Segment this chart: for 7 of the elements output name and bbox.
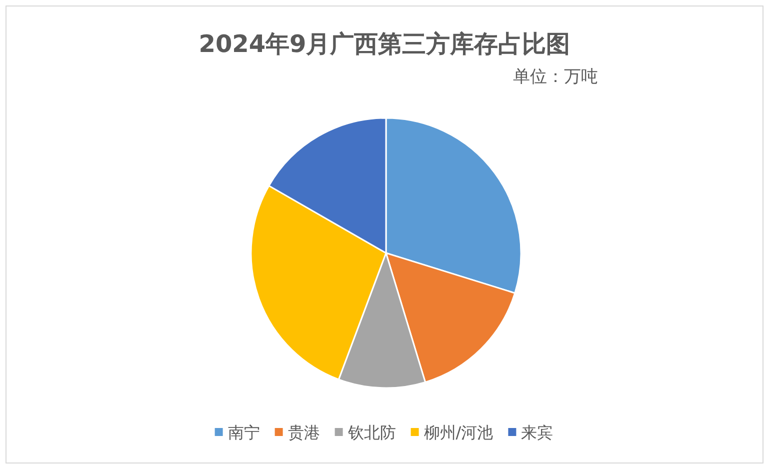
legend-label: 贵港 [288,423,320,442]
legend-label: 来宾 [521,423,554,442]
legend-label: 钦北防 [346,423,396,442]
legend-label: 柳州/河池 [424,423,494,442]
legend-label: 南宁 [228,423,260,442]
chart-subtitle: 单位：万吨 [513,67,598,87]
chart-title: 2024年9月广西第三方库存占比图 [198,30,570,58]
